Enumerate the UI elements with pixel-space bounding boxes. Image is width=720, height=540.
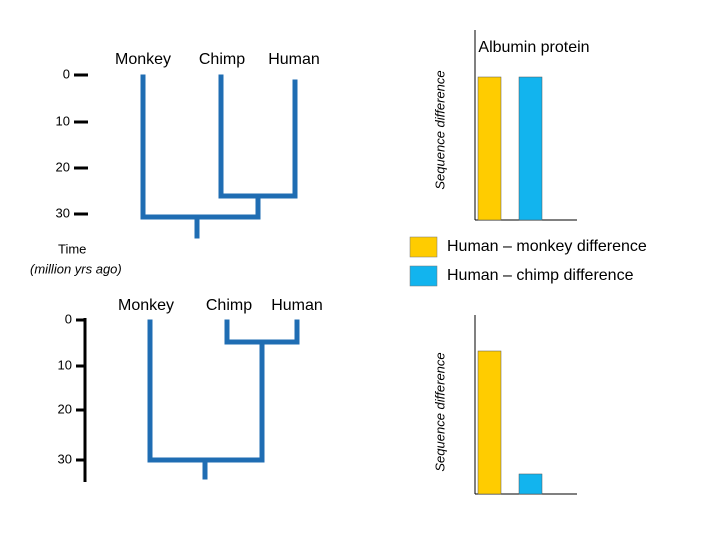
time-tick-label: 0 (65, 311, 72, 326)
y-axis-label: Sequence difference (432, 352, 447, 471)
time-tick-label: 20 (56, 159, 70, 174)
legend-swatch (409, 265, 438, 287)
bar (518, 473, 543, 495)
time-tick-label: 30 (58, 451, 72, 466)
bar (477, 350, 502, 495)
time-label: Time (58, 241, 86, 256)
legend-swatch (409, 236, 438, 258)
tree-branches (147, 319, 300, 480)
bottom-chart: Sequence difference (432, 315, 577, 495)
time-tick-label: 30 (56, 205, 70, 220)
time-unit: (million yrs ago) (30, 261, 122, 276)
bar (477, 76, 502, 221)
legend-label: Human – chimp difference (447, 267, 634, 284)
time-tick-label: 10 (58, 357, 72, 372)
bar (518, 76, 543, 221)
legend-label: Human – monkey difference (447, 238, 647, 255)
time-tick-label: 0 (63, 66, 70, 81)
y-axis-label: Sequence difference (432, 70, 447, 189)
bottom-tree: Monkey Chimp Human 0 10 20 30 (58, 297, 323, 482)
taxon-label: Chimp (199, 51, 245, 68)
taxon-label: Monkey (115, 51, 171, 68)
time-tick-label: 10 (56, 113, 70, 128)
tree-branches (140, 74, 298, 239)
taxon-label: Human (268, 51, 320, 68)
legend: Human – monkey difference Human – chimp d… (409, 236, 647, 287)
taxon-label: Human (271, 297, 323, 314)
time-tick-label: 20 (58, 401, 72, 416)
taxon-label: Chimp (206, 297, 252, 314)
taxon-label: Monkey (118, 297, 174, 314)
top-tree: Monkey Chimp Human 0 10 20 30 (56, 51, 320, 239)
top-chart: Albumin protein Sequence difference (432, 30, 590, 221)
chart-title: Albumin protein (478, 39, 589, 56)
